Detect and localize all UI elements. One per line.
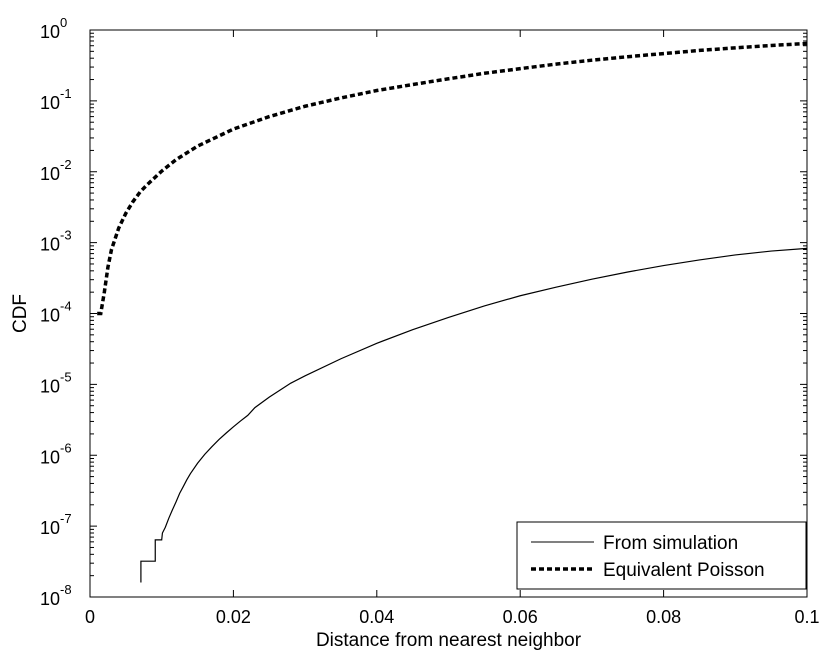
y-tick-label: 10 -1 [40,86,72,113]
y-tick-label-base: 10 [40,589,60,609]
y-tick-label-exponent: -8 [60,582,72,597]
y-tick-label-exponent: -1 [60,86,72,101]
legend-box [516,521,807,590]
y-tick-label-base: 10 [40,518,60,538]
y-tick-label: 10 -7 [40,511,72,538]
y-tick-label-base: 10 [40,447,60,467]
legend-label-from-simulation: From simulation [603,533,738,554]
y-tick-label-exponent: -6 [60,440,72,455]
ticks-layer: 0 0.02 0.04 0.06 0.08 0.110-810-710-610-510-4… [40,15,820,627]
y-tick-label-base: 10 [40,22,60,42]
y-tick-label-exponent: -5 [60,369,72,384]
y-tick-label-exponent: -3 [60,228,72,243]
legend: From simulation Equivalent Poisson [516,521,807,590]
y-tick-label: 10 -5 [40,369,72,396]
y-tick-label-exponent: -2 [60,157,72,172]
y-tick-label-exponent: -7 [60,511,72,526]
x-tick-label: 0.02 [216,607,251,627]
y-tick-label: 10 -2 [40,157,72,184]
y-tick-label: 10 -6 [40,440,72,467]
series-line-from-simulation [140,247,808,583]
x-tick-label: 0 [85,607,95,627]
x-tick-label: 0.06 [503,607,538,627]
x-tick-label: 0.04 [359,607,394,627]
y-tick-label-base: 10 [40,164,60,184]
y-tick-label-base: 10 [40,306,60,326]
y-tick-label-base: 10 [40,376,60,396]
legend-label-equivalent-poisson: Equivalent Poisson [603,560,765,581]
y-tick-label-exponent: -4 [60,299,72,314]
y-tick-label: 10 -4 [40,299,72,326]
y-tick-label: 10 0 [40,15,67,42]
x-tick-label: 0.1 [794,607,819,627]
y-tick-label: 10 -8 [40,582,72,609]
x-tick-label: 0.08 [646,607,681,627]
series-layer [97,41,808,583]
y-tick-label-base: 10 [40,93,60,113]
x-axis-label: Distance from nearest neighbor [316,630,582,651]
y-tick-label-base: 10 [40,235,60,255]
y-axis-label: CDF [10,294,31,333]
y-tick-label: 10 -3 [40,228,72,255]
y-tick-label-exponent: 0 [60,15,67,30]
